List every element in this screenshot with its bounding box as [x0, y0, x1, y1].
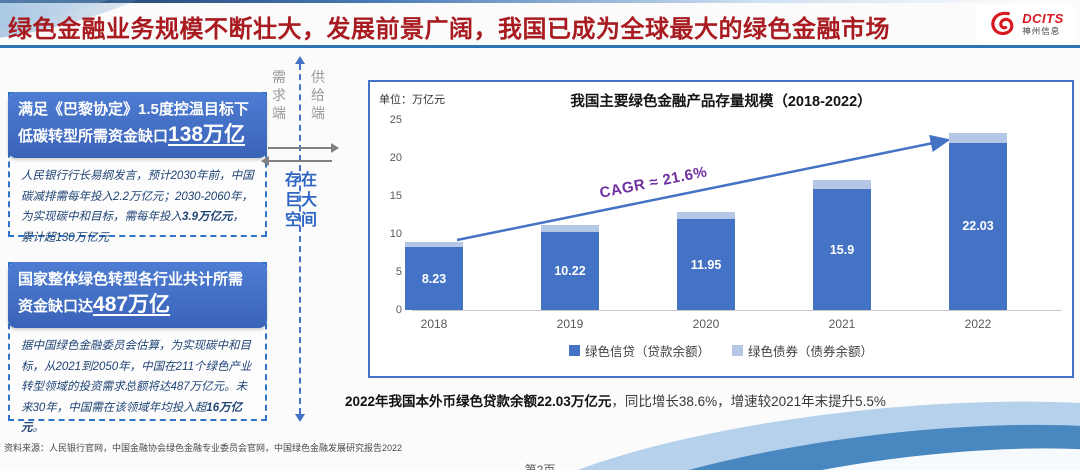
y-axis-tick: 20 [389, 152, 402, 164]
chart-legend: 绿色信贷（贷款余额） 绿色债券（债券余额） [370, 341, 1072, 360]
info-box-header-text: 满足《巴黎协定》1.5度控温目标下低碳转型所需资金缺口 [18, 101, 249, 145]
legend-swatch [568, 345, 580, 356]
arrow-right-icon [268, 143, 339, 153]
bar-segment-credit [405, 247, 463, 310]
info-box-paris-agreement: 满足《巴黎协定》1.5度控温目标下低碳转型所需资金缺口138万亿 人民银行行长易… [8, 92, 267, 244]
legend-item: 绿色债券（债券余额） [732, 341, 873, 360]
summary-bold: 2022年我国本外币绿色贷款余额22.03万亿元 [345, 394, 612, 409]
demand-side-label: 需求端 [272, 69, 286, 122]
supply-side-label: 供给端 [311, 69, 325, 122]
body-text: 据中国绿色金融委员会估算，为实现碳中和目标，从2021到2050年，中国在211… [21, 340, 252, 414]
bar-value-label: 10.22 [554, 264, 586, 279]
summary-rest: ，同比增长38.6%，增速较2021年末提升5.5% [611, 394, 886, 409]
x-axis-label: 2019 [556, 317, 584, 331]
bar-segment-bond [813, 180, 871, 190]
huge-gap-label: 存在巨大空间 [284, 172, 317, 229]
chart-title: 我国主要绿色金融产品存量规模（2018-2022） [570, 94, 872, 110]
legend-item: 绿色信贷（贷款余额） [568, 341, 710, 360]
x-axis-label: 2018 [420, 317, 448, 331]
summary-statement: 2022年我国本外币绿色贷款余额22.03万亿元，同比增长38.6%，增速较20… [345, 390, 886, 410]
y-axis-tick: 0 [395, 304, 402, 316]
info-box-body: 人民银行行长易纲发言，预计2030年前，中国碳减排需每年投入2.2万亿元；203… [10, 158, 265, 254]
cagr-annotation: CAGR ≈ 21.6% [598, 163, 709, 202]
logo-brand-text: DCITS [1022, 11, 1064, 27]
swoosh-shape [510, 370, 1080, 470]
bar-value-label: 11.95 [690, 257, 722, 272]
y-axis-tick: 5 [395, 266, 402, 278]
x-axis-label: 2021 [828, 317, 856, 331]
bar-value-label: 22.03 [962, 219, 994, 234]
bottom-right-swoosh-decoration [510, 365, 1080, 470]
bar-value-label: 8.23 [421, 271, 447, 286]
x-axis-label: 2022 [964, 317, 992, 331]
chart-unit-label: 单位：万亿元 [379, 94, 445, 106]
arrow-down-icon [295, 414, 305, 422]
body-text-bold: 16万亿元 [21, 401, 243, 435]
chart-panel: 单位：万亿元 我国主要绿色金融产品存量规模（2018-2022） CAGR ≈ … [368, 80, 1074, 378]
bar-segment-credit [677, 219, 735, 310]
info-box-national-transition: 国家整体绿色转型各行业共计所需资金缺口达487万亿 据中国绿色金融委员会估算，为… [8, 262, 267, 434]
dcits-logo: DCITS 神州信息 [976, 4, 1076, 44]
y-axis-tick: 10 [389, 228, 402, 240]
vertical-dashed-divider [299, 64, 301, 414]
body-text: ，累计超130万亿元 [21, 211, 244, 244]
bar-segment-bond [405, 242, 463, 248]
y-axis-tick: 15 [389, 190, 402, 202]
slide-title: 绿色金融业务规模不断壮大，发展前景广阔，我国已成为全球最大的绿色金融市场 [8, 16, 890, 43]
bar-segment-credit [813, 189, 871, 310]
body-text-bold: 3.9万亿元 [182, 211, 233, 224]
legend-label: 绿色债券（债券余额） [748, 345, 874, 359]
bar-segment-bond [677, 211, 735, 220]
source-note: 资料来源：人民银行官网，中国金融协会绿色金融专业委员会官网，中国绿色金融发展研究… [4, 443, 403, 453]
bar-segment-credit [949, 142, 1007, 310]
info-box-header: 国家整体绿色转型各行业共计所需资金缺口达487万亿 [8, 262, 267, 329]
page-number: 第2页 [524, 463, 556, 470]
arrow-up-icon [295, 56, 305, 64]
legend-label: 绿色信贷（贷款余额） [584, 345, 710, 359]
dcits-swirl-icon [991, 11, 1014, 36]
bar-value-label: 15.9 [829, 242, 855, 257]
bar-segment-bond [541, 224, 599, 233]
top-gradient-strip [0, 0, 1080, 3]
header-divider-line [0, 45, 1080, 48]
bar-segment-bond [949, 132, 1007, 143]
bar-segment-credit [541, 232, 599, 310]
legend-swatch [732, 345, 743, 356]
body-text: 。 [32, 422, 45, 435]
info-box-header-number: 487万亿 [93, 293, 171, 316]
y-axis-tick: 25 [389, 114, 402, 126]
body-text: 人民银行行长易纲发言，预计2030年前，中国碳减排需每年投入2.2万亿元；203… [21, 170, 254, 224]
info-box-body: 据中国绿色金融委员会估算，为实现碳中和目标，从2021到2050年，中国在211… [10, 328, 265, 444]
arrow-left-icon [261, 156, 332, 166]
info-box-header-number: 138万亿 [168, 123, 246, 146]
info-box-header-text: 国家整体绿色转型各行业共计所需资金缺口达 [18, 271, 244, 315]
info-box-header: 满足《巴黎协定》1.5度控温目标下低碳转型所需资金缺口138万亿 [8, 92, 267, 159]
x-axis-line [412, 310, 1062, 311]
x-axis-label: 2020 [692, 317, 720, 331]
logo-sub-text: 神州信息 [1022, 26, 1061, 37]
